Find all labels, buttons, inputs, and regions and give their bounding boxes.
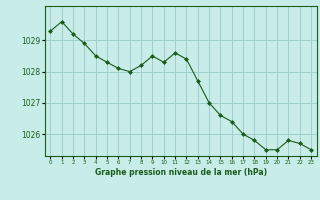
X-axis label: Graphe pression niveau de la mer (hPa): Graphe pression niveau de la mer (hPa): [95, 168, 267, 177]
